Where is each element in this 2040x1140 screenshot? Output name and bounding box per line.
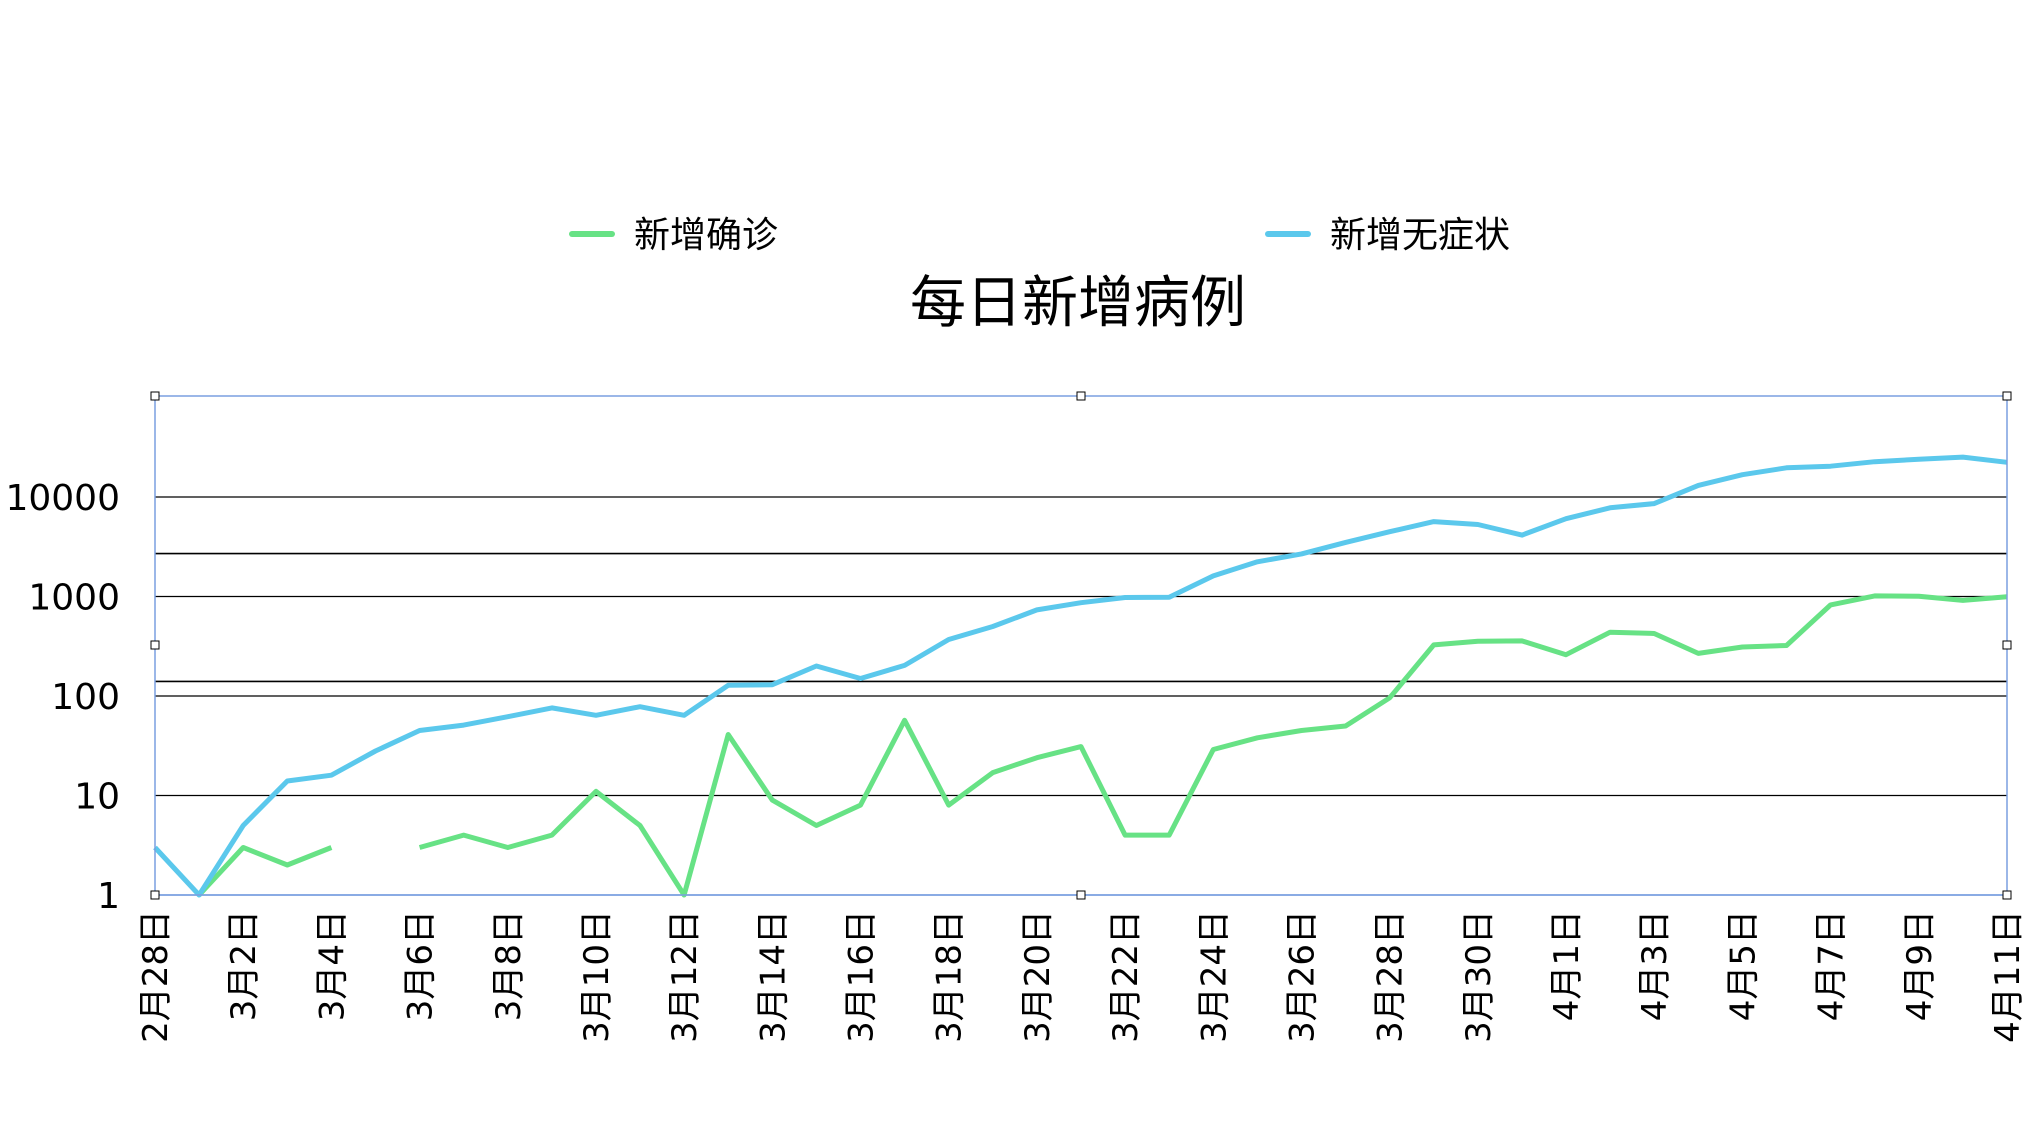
x-tick-label: 3月8日 — [489, 910, 529, 1021]
resize-handle-top-center[interactable] — [1076, 391, 1086, 401]
x-tick-label: 3月30日 — [1459, 910, 1499, 1043]
x-tick-label: 4月9日 — [1900, 910, 1940, 1021]
y-tick-label: 100 — [51, 677, 120, 718]
series-line-asymptomatic-segment-1 — [153, 454, 2008, 898]
y-tick-label: 10000 — [5, 478, 120, 519]
resize-handle-middle-right[interactable] — [2002, 640, 2012, 650]
legend-item-asymptomatic[interactable]: 新增无症状 — [1265, 215, 1510, 256]
chart-title: 每日新增病例 — [910, 271, 1246, 336]
legend-label-asymptomatic: 新增无症状 — [1330, 215, 1510, 256]
x-tick-label: 3月14日 — [753, 910, 793, 1043]
x-tick-label: 3月6日 — [401, 910, 441, 1021]
x-tick-label: 4月7日 — [1812, 910, 1852, 1021]
x-tick-label: 3月22日 — [1106, 910, 1146, 1043]
x-tick-label: 3月12日 — [665, 910, 705, 1043]
y-tick-label: 1 — [97, 876, 120, 917]
x-tick-label: 3月26日 — [1282, 910, 1322, 1043]
x-tick-label: 3月20日 — [1018, 910, 1058, 1043]
resize-handle-bottom-right[interactable] — [2002, 890, 2012, 900]
x-tick-label: 4月11日 — [1988, 910, 2028, 1043]
x-axis-tick-labels: 2月28日 3月2日 3月4日 3月6日 3月8日 3月10日 3月12日 3月14日 3月16… — [136, 910, 2028, 1043]
y-tick-label: 10 — [74, 777, 120, 818]
series-line-confirmed-segment-2 — [418, 593, 2008, 898]
resize-handle-top-left[interactable] — [150, 391, 160, 401]
x-tick-label: 3月10日 — [577, 910, 617, 1043]
series-layer — [153, 454, 2008, 898]
resize-handle-middle-left[interactable] — [150, 640, 160, 650]
x-tick-label: 3月4日 — [312, 910, 352, 1021]
x-tick-label: 4月3日 — [1635, 910, 1675, 1021]
series-line-confirmed-segment-1 — [197, 845, 333, 897]
gridlines — [155, 496, 2007, 896]
y-tick-label: 1000 — [28, 578, 120, 619]
x-tick-label: 4月5日 — [1723, 910, 1763, 1021]
x-tick-label: 2月28日 — [136, 910, 176, 1043]
resize-handle-bottom-left[interactable] — [150, 890, 160, 900]
x-tick-label: 3月18日 — [930, 910, 970, 1043]
x-tick-label: 4月1日 — [1547, 910, 1587, 1021]
legend: 新增确诊 新增无症状 — [569, 215, 1510, 256]
resize-handle-bottom-center[interactable] — [1076, 890, 1086, 900]
x-tick-label: 3月24日 — [1194, 910, 1234, 1043]
x-tick-label: 3月28日 — [1371, 910, 1411, 1043]
legend-label-confirmed: 新增确诊 — [634, 215, 778, 256]
x-tick-label: 3月2日 — [224, 910, 264, 1021]
y-axis-tick-labels: 1 10 100 1000 10000 — [5, 478, 120, 917]
x-tick-label: 3月16日 — [842, 910, 882, 1043]
resize-handle-top-right[interactable] — [2002, 391, 2012, 401]
plot-area-frame — [154, 395, 2008, 896]
legend-item-confirmed[interactable]: 新增确诊 — [569, 215, 778, 256]
plot-selection-frame[interactable] — [150, 391, 2012, 900]
